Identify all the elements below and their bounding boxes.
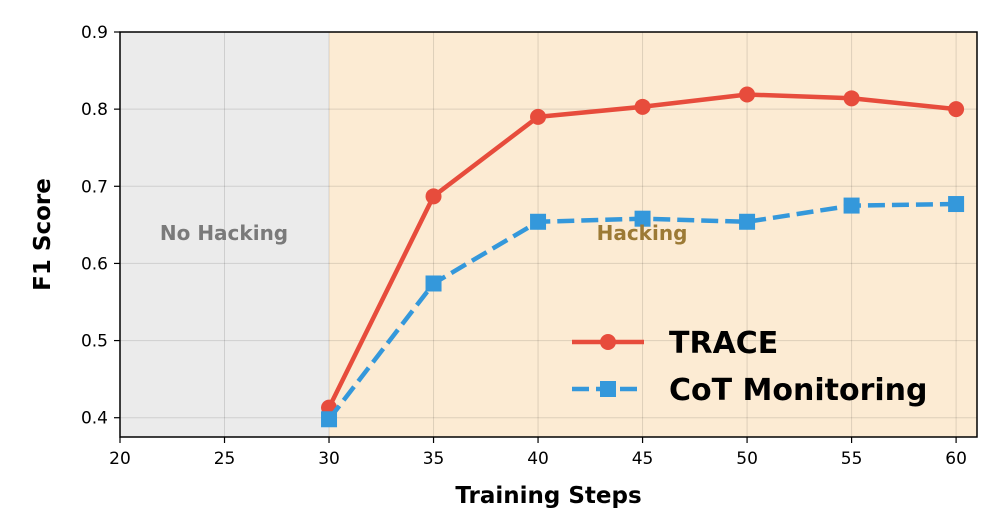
legend-marker-0 (600, 334, 616, 350)
data-point (739, 213, 756, 230)
x-tick-label: 45 (632, 449, 654, 469)
x-tick-label: 25 (214, 449, 236, 469)
legend-label-1: CoT Monitoring (669, 373, 928, 408)
plot-frame (119, 31, 978, 438)
data-point (634, 210, 651, 227)
data-point (425, 275, 442, 292)
x-axis-title: Training Steps (455, 483, 641, 509)
x-tick-label: 20 (109, 449, 131, 469)
data-point (739, 86, 756, 103)
data-point (425, 188, 442, 205)
series-lines (321, 86, 965, 428)
y-tick-label: 0.8 (81, 100, 108, 120)
x-tick-label: 30 (318, 449, 340, 469)
region-labels: No Hacking Hacking (160, 221, 688, 245)
legend-marker-1 (600, 381, 616, 397)
y-tick-label: 0.5 (81, 332, 108, 352)
legend: TRACE CoT Monitoring (572, 326, 928, 408)
data-point (530, 213, 547, 230)
data-point (843, 197, 860, 214)
data-point (634, 98, 651, 115)
x-tick-label: 35 (423, 449, 445, 469)
y-tick-label: 0.6 (81, 254, 108, 274)
y-tick-label: 0.4 (81, 409, 108, 429)
data-point (948, 196, 965, 213)
y-tick-label: 0.7 (81, 177, 108, 197)
x-tick-label: 55 (841, 449, 863, 469)
legend-label-0: TRACE (669, 326, 778, 361)
data-point (843, 90, 860, 107)
data-point (321, 411, 338, 428)
data-point (948, 101, 965, 118)
region-label-1: Hacking (597, 221, 688, 245)
region-0 (120, 32, 330, 437)
region-label-0: No Hacking (160, 221, 288, 245)
x-tick-label: 60 (945, 449, 967, 469)
x-tick-label: 40 (527, 449, 549, 469)
y-axis-title: F1 Score (30, 178, 56, 291)
x-tick-label: 50 (736, 449, 758, 469)
y-tick-label: 0.9 (81, 23, 108, 43)
data-point (530, 108, 547, 125)
axis-ticks: 20 25 30 35 40 45 50 55 60 0.4 0.5 0.6 0.7 0.8 0.9 (81, 23, 967, 469)
